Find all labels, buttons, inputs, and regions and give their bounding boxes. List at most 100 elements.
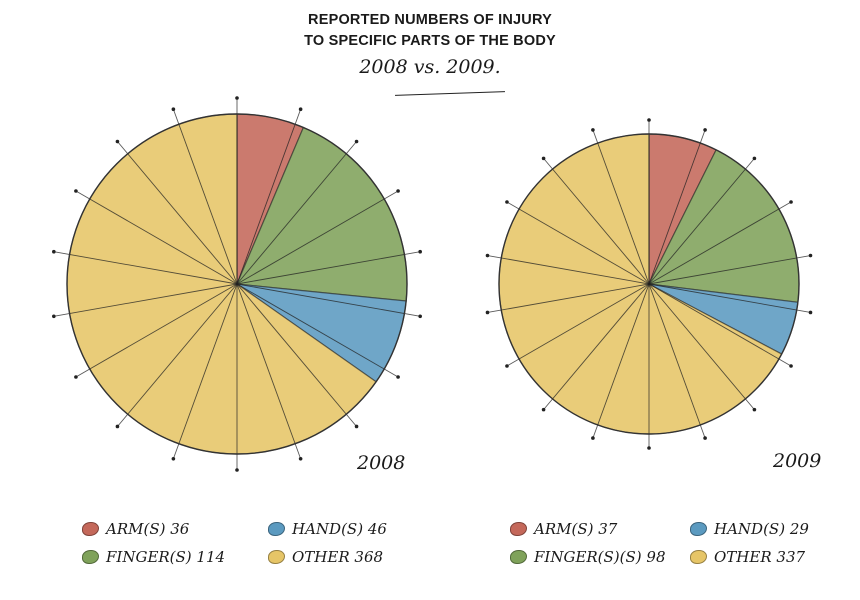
guide-ray <box>592 283 650 439</box>
legend-label: ARM(S) 37 <box>534 520 618 538</box>
legend-label: ARM(S) 36 <box>106 520 190 538</box>
legend-item-arm-2008: ARM(S) 36 <box>82 520 189 538</box>
legend-item-arm-2009: ARM(S) 37 <box>510 520 617 538</box>
guide-ray-tick <box>171 107 176 112</box>
guide-ray-tick <box>354 424 359 429</box>
guide-ray-tick <box>396 189 400 193</box>
guide-ray-tick <box>171 456 176 461</box>
guide-ray-tick <box>703 436 707 440</box>
title-line-2: TO SPECIFIC PARTS OF THE BODY <box>304 33 556 49</box>
legend-item-other-2008: OTHER 368 <box>268 548 383 566</box>
guide-ray <box>172 283 238 459</box>
guide-ray-tick <box>115 424 120 429</box>
legend-label: OTHER 337 <box>714 548 806 566</box>
guide-ray-tick <box>647 118 651 122</box>
legend-item-finger-2009: FINGER(S)(S) 98 <box>510 548 666 566</box>
guide-ray-tick <box>789 200 793 204</box>
guide-ray <box>648 158 755 285</box>
guide-ray-tick <box>591 436 595 440</box>
guide-ray-tick <box>396 375 400 379</box>
legend-label: OTHER 368 <box>292 548 384 566</box>
pie-2009 <box>485 118 813 450</box>
year-label-2008: 2008 <box>357 452 406 474</box>
guide-ray <box>592 129 650 285</box>
guide-ray-tick <box>235 96 239 100</box>
year-label-2009: 2009 <box>773 450 822 472</box>
swatch-finger <box>510 550 527 564</box>
guide-ray-tick <box>485 310 490 315</box>
guide-ray <box>543 283 650 410</box>
guide-ray-tick <box>541 156 546 161</box>
guide-ray <box>117 141 238 285</box>
guide-ray <box>648 129 706 285</box>
guide-ray <box>53 283 238 317</box>
pie-2008 <box>52 96 422 472</box>
guide-ray-tick <box>115 139 120 144</box>
guide-ray <box>506 201 650 285</box>
guide-ray-tick <box>808 253 813 258</box>
legend-label: FINGER(S) 114 <box>106 548 226 566</box>
legend-item-hand-2008: HAND(S) 46 <box>268 520 387 538</box>
guide-ray <box>172 109 238 285</box>
guide-ray-tick <box>354 139 359 144</box>
pie-outline <box>66 113 408 455</box>
guide-ray-tick <box>298 456 303 461</box>
guide-ray-tick <box>647 446 651 450</box>
guide-ray-tick <box>808 310 813 315</box>
guide-ray <box>236 109 302 285</box>
guide-ray <box>236 283 399 378</box>
legend-label: HAND(S) 29 <box>714 520 809 538</box>
guide-ray <box>236 283 421 317</box>
guide-ray <box>236 141 357 285</box>
guide-ray <box>648 201 792 285</box>
guide-ray-tick <box>591 128 595 132</box>
guide-ray <box>648 283 792 367</box>
guide-ray-tick <box>703 128 707 132</box>
legend-label: FINGER(S)(S) 98 <box>534 548 666 566</box>
guide-ray-tick <box>752 407 757 412</box>
title-line-1: REPORTED NUMBERS OF INJURY <box>308 12 552 28</box>
swatch-other <box>268 550 285 564</box>
guide-ray <box>648 283 706 439</box>
guide-ray-tick <box>418 249 422 254</box>
guide-ray-tick <box>74 375 78 379</box>
guide-ray <box>75 283 238 378</box>
guide-ray <box>648 283 755 410</box>
guide-ray <box>648 283 811 313</box>
guide-ray-tick <box>505 200 509 204</box>
guide-ray-tick <box>789 364 793 368</box>
guide-ray <box>487 283 650 313</box>
guide-ray <box>236 283 302 459</box>
guide-ray <box>53 251 238 285</box>
guide-ray-tick <box>752 156 757 161</box>
guide-ray <box>543 158 650 285</box>
guide-ray <box>75 190 238 285</box>
guide-ray-tick <box>298 107 303 112</box>
chart-subtitle: 2008 vs. 2009. <box>359 56 501 78</box>
swatch-arm <box>510 522 527 536</box>
legend-label: HAND(S) 46 <box>292 520 387 538</box>
legend-item-finger-2008: FINGER(S) 114 <box>82 548 225 566</box>
swatch-hand <box>690 522 707 536</box>
chart-title: REPORTED NUMBERS OF INJURY TO SPECIFIC P… <box>0 10 860 79</box>
guide-ray-tick <box>52 249 56 254</box>
swatch-other <box>690 550 707 564</box>
swatch-finger <box>82 550 99 564</box>
guide-ray-tick <box>418 314 422 319</box>
pie-outline <box>498 133 800 435</box>
guide-ray <box>236 190 399 285</box>
guide-ray-tick <box>235 468 239 472</box>
swatch-hand <box>268 522 285 536</box>
guide-ray-tick <box>505 364 509 368</box>
legend-item-hand-2009: HAND(S) 29 <box>690 520 809 538</box>
guide-ray-tick <box>541 407 546 412</box>
guide-ray-tick <box>485 253 490 258</box>
legend-item-other-2009: OTHER 337 <box>690 548 805 566</box>
swatch-arm <box>82 522 99 536</box>
guide-ray-tick <box>52 314 56 319</box>
guide-ray <box>117 283 238 427</box>
guide-ray <box>648 255 811 285</box>
guide-ray <box>236 251 421 285</box>
guide-ray <box>236 283 357 427</box>
